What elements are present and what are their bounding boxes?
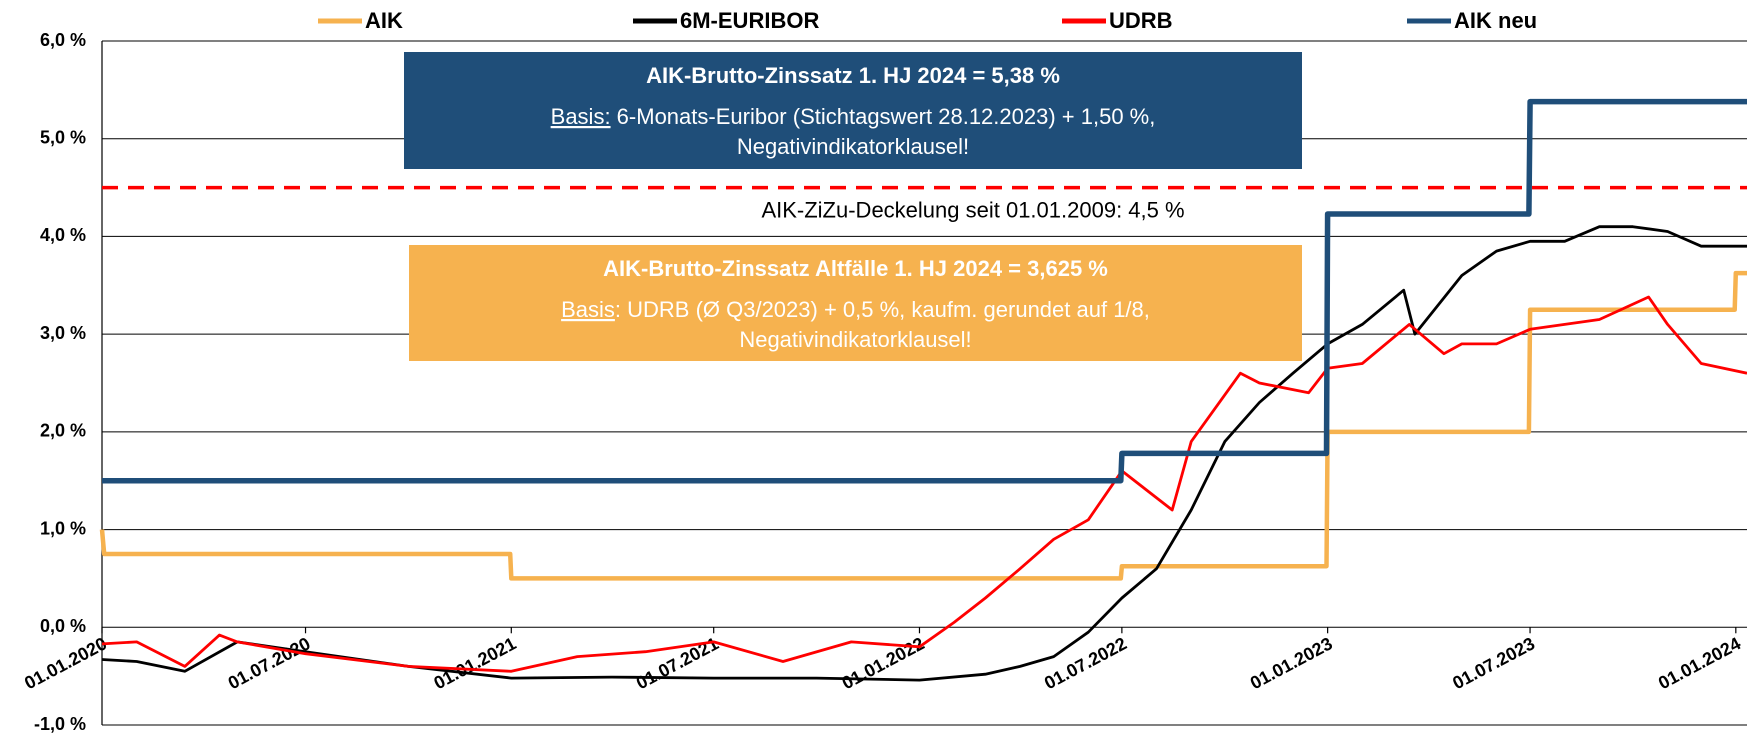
box-title: AIK-Brutto-Zinssatz 1. HJ 2024 = 5,38 % — [646, 63, 1060, 88]
series-line — [101, 295, 1747, 673]
x-tick-label: 01.07.2022 — [1041, 633, 1130, 693]
y-tick-label: 0,0 % — [40, 616, 86, 636]
box-title: AIK-Brutto-Zinssatz Altfälle 1. HJ 2024 … — [603, 256, 1108, 281]
x-tick-label: 01.01.2020 — [21, 633, 110, 693]
y-tick-label: 3,0 % — [40, 323, 86, 343]
y-tick-label: 4,0 % — [40, 225, 86, 245]
x-tick-label: 01.01.2021 — [430, 633, 519, 693]
basis-label: Basis — [561, 297, 615, 322]
y-tick-label: 1,0 % — [40, 518, 86, 538]
info-box — [404, 52, 1302, 169]
x-tick-label: 01.01.2024 — [1655, 633, 1744, 693]
cap-label: AIK-ZiZu-Deckelung seit 01.01.2009: 4,5 … — [761, 197, 1184, 222]
basis-label: Basis: — [551, 104, 611, 129]
legend-label: AIK neu — [1454, 8, 1537, 33]
y-tick-label: -1,0 % — [34, 714, 86, 734]
y-tick-label: 2,0 % — [40, 421, 86, 441]
legend-label: 6M-EURIBOR — [680, 8, 819, 33]
legend-label: UDRB — [1109, 8, 1173, 33]
box-basis: Basis: UDRB (Ø Q3/2023) + 0,5 %, kaufm. … — [561, 297, 1150, 322]
box-basis: Basis: 6-Monats-Euribor (Stichtagswert 2… — [551, 104, 1156, 129]
series-line — [101, 225, 1747, 682]
basis-text: 6-Monats-Euribor (Stichtagswert 28.12.20… — [611, 104, 1156, 129]
series-line — [102, 98, 1747, 484]
x-tick-label: 01.07.2023 — [1449, 633, 1538, 693]
series-line — [99, 270, 1747, 581]
basis-text: : UDRB (Ø Q3/2023) + 0,5 %, kaufm. gerun… — [615, 297, 1150, 322]
x-tick-label: 01.01.2023 — [1247, 633, 1336, 693]
legend-label: AIK — [365, 8, 403, 33]
info-box — [409, 245, 1302, 361]
y-tick-label: 6,0 % — [40, 30, 86, 50]
box-note: Negativindikatorklausel! — [739, 327, 971, 352]
y-tick-label: 5,0 % — [40, 127, 86, 147]
box-note: Negativindikatorklausel! — [737, 134, 969, 159]
